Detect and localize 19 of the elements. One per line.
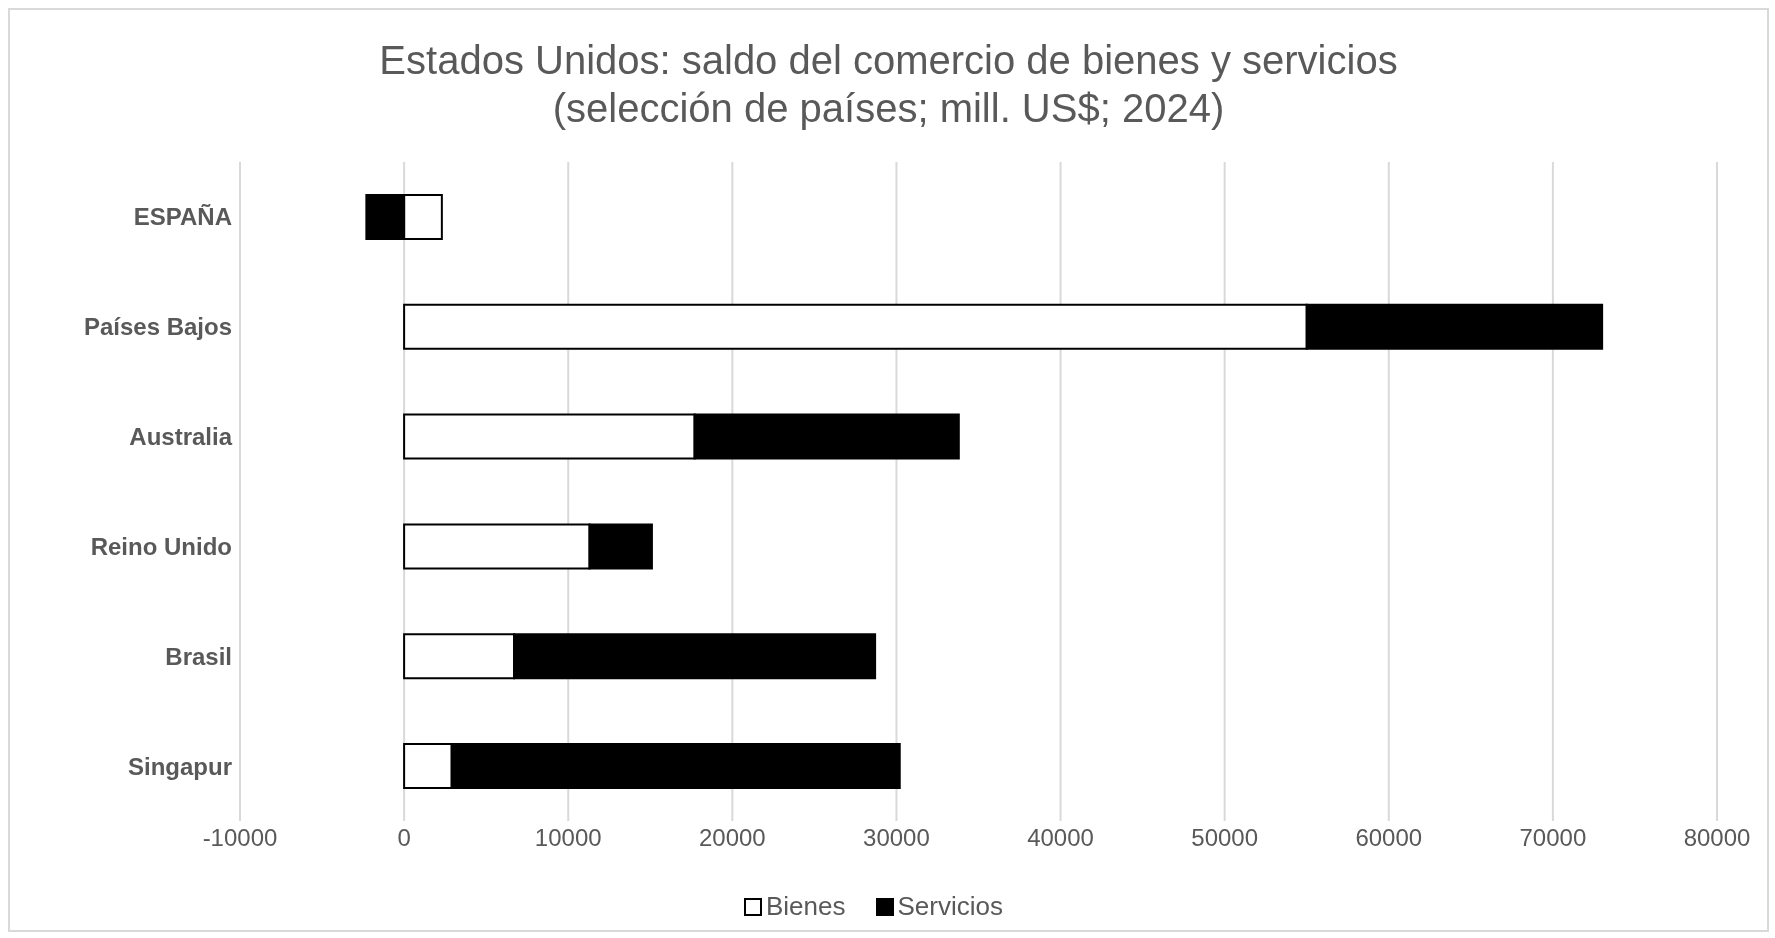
y-tick-label: Países Bajos bbox=[83, 313, 232, 341]
y-tick-label: Singapur bbox=[127, 752, 232, 780]
legend-label: Servicios bbox=[896, 891, 1003, 922]
x-tick-label: 70000 bbox=[1519, 824, 1587, 852]
x-tick-label: 50000 bbox=[1191, 824, 1259, 852]
y-tick-label: ESPAÑA bbox=[133, 203, 232, 231]
chart-title: Estados Unidos: saldo del comercio de bienes y servicios (selección de países; mill. US$; 2024) bbox=[378, 37, 1399, 132]
x-tick-label: 0 bbox=[397, 824, 411, 852]
x-tick-label: 40000 bbox=[1027, 824, 1094, 852]
x-tick-label: 10000 bbox=[534, 824, 602, 852]
x-tick-label: 80000 bbox=[1683, 824, 1751, 852]
y-tick-label: Australia bbox=[129, 423, 233, 451]
x-tick-label: 60000 bbox=[1355, 824, 1423, 852]
y-tick-label: Brasil bbox=[165, 642, 232, 670]
x-tick-label: -10000 bbox=[202, 824, 278, 852]
legend-label: Bienes bbox=[765, 891, 846, 922]
y-tick-label: Reino Unido bbox=[90, 532, 232, 560]
x-tick-label: 20000 bbox=[698, 824, 766, 852]
x-tick-label: 30000 bbox=[863, 824, 930, 852]
